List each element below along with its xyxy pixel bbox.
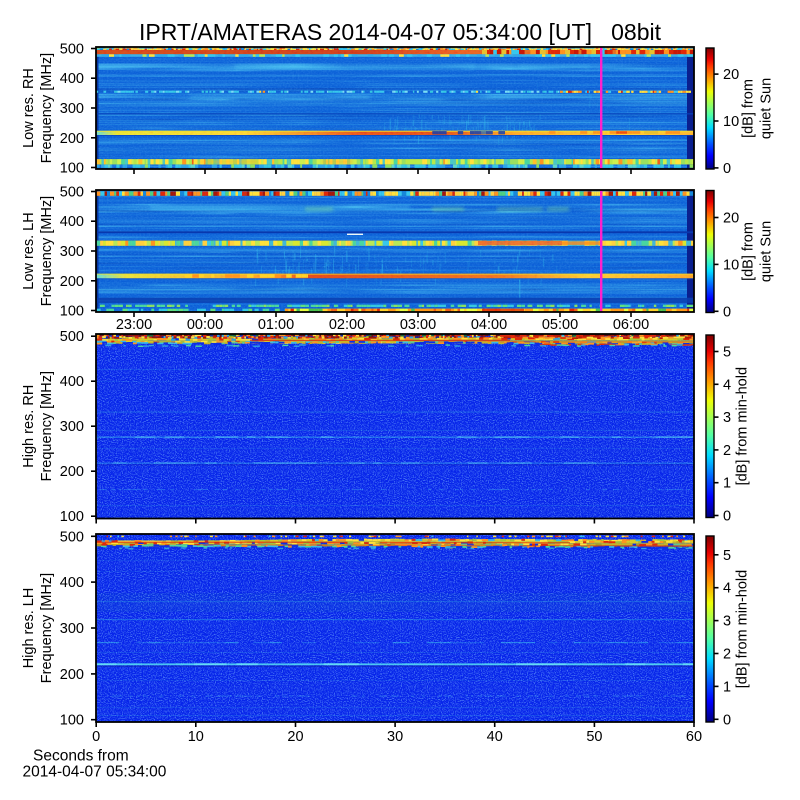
svg-text:IPRT/AMATERAS 2014-04-07 05:34: IPRT/AMATERAS 2014-04-07 05:34:00 [UT] 0…	[139, 19, 662, 45]
svg-text:[dB] from min-hold: [dB] from min-hold	[735, 367, 751, 485]
svg-text:40: 40	[487, 729, 503, 745]
svg-text:400: 400	[60, 575, 84, 591]
svg-text:500: 500	[60, 185, 84, 201]
svg-text:300: 300	[60, 101, 84, 117]
svg-text:1: 1	[723, 476, 731, 492]
svg-text:30: 30	[387, 729, 403, 745]
svg-text:High res. LH: High res. LH	[21, 588, 37, 669]
svg-text:200: 200	[60, 131, 84, 147]
svg-text:quiet Sun: quiet Sun	[759, 78, 775, 139]
svg-text:3: 3	[723, 614, 731, 630]
svg-text:High res. RH: High res. RH	[21, 385, 37, 468]
svg-text:Frequency [MHz]: Frequency [MHz]	[39, 371, 55, 481]
svg-text:60: 60	[686, 729, 702, 745]
svg-text:Frequency [MHz]: Frequency [MHz]	[39, 196, 55, 306]
svg-text:5: 5	[723, 548, 731, 564]
svg-text:100: 100	[60, 161, 84, 177]
svg-text:00:00: 00:00	[187, 317, 223, 333]
svg-text:300: 300	[60, 621, 84, 637]
svg-text:200: 200	[60, 464, 84, 480]
svg-text:200: 200	[60, 667, 84, 683]
svg-text:500: 500	[60, 329, 84, 345]
svg-text:2: 2	[723, 647, 731, 663]
svg-text:10: 10	[723, 114, 739, 130]
svg-text:04:00: 04:00	[471, 317, 507, 333]
svg-text:0: 0	[723, 161, 731, 177]
svg-text:[dB] from min-hold: [dB] from min-hold	[735, 570, 751, 688]
svg-text:Low res. RH: Low res. RH	[21, 68, 37, 148]
svg-text:400: 400	[60, 214, 84, 230]
svg-text:Seconds from: Seconds from	[33, 748, 129, 765]
svg-text:100: 100	[60, 509, 84, 525]
svg-text:20: 20	[723, 67, 739, 83]
svg-text:05:00: 05:00	[542, 317, 578, 333]
svg-text:5: 5	[723, 345, 731, 361]
svg-text:3: 3	[723, 410, 731, 426]
svg-text:4: 4	[723, 581, 731, 597]
svg-text:03:00: 03:00	[400, 317, 436, 333]
svg-text:1: 1	[723, 679, 731, 695]
svg-text:500: 500	[60, 42, 84, 58]
svg-text:300: 300	[60, 244, 84, 260]
svg-text:4: 4	[723, 377, 731, 393]
svg-text:[dB] from: [dB] from	[741, 79, 757, 138]
svg-text:500: 500	[60, 529, 84, 545]
svg-text:06:00: 06:00	[613, 317, 649, 333]
svg-text:50: 50	[586, 729, 602, 745]
svg-text:2014-04-07 05:34:00: 2014-04-07 05:34:00	[23, 764, 167, 781]
svg-text:200: 200	[60, 274, 84, 290]
svg-text:10: 10	[188, 729, 204, 745]
svg-text:100: 100	[60, 304, 84, 320]
svg-text:0: 0	[723, 304, 731, 320]
svg-text:Frequency [MHz]: Frequency [MHz]	[39, 573, 55, 683]
svg-text:2: 2	[723, 443, 731, 459]
svg-text:0: 0	[723, 509, 731, 525]
svg-text:0: 0	[723, 712, 731, 728]
svg-text:01:00: 01:00	[258, 317, 294, 333]
svg-text:[dB] from: [dB] from	[741, 222, 757, 281]
svg-text:400: 400	[60, 71, 84, 87]
svg-text:20: 20	[723, 211, 739, 227]
svg-text:0: 0	[92, 729, 100, 745]
svg-text:Frequency [MHz]: Frequency [MHz]	[39, 53, 55, 163]
svg-text:400: 400	[60, 374, 84, 390]
svg-text:quiet Sun: quiet Sun	[759, 221, 775, 282]
svg-text:10: 10	[723, 257, 739, 273]
svg-text:23:00: 23:00	[116, 317, 152, 333]
svg-text:100: 100	[60, 713, 84, 729]
svg-text:Low res. LH: Low res. LH	[21, 212, 37, 289]
svg-text:02:00: 02:00	[329, 317, 365, 333]
svg-text:300: 300	[60, 419, 84, 435]
svg-text:20: 20	[287, 729, 303, 745]
